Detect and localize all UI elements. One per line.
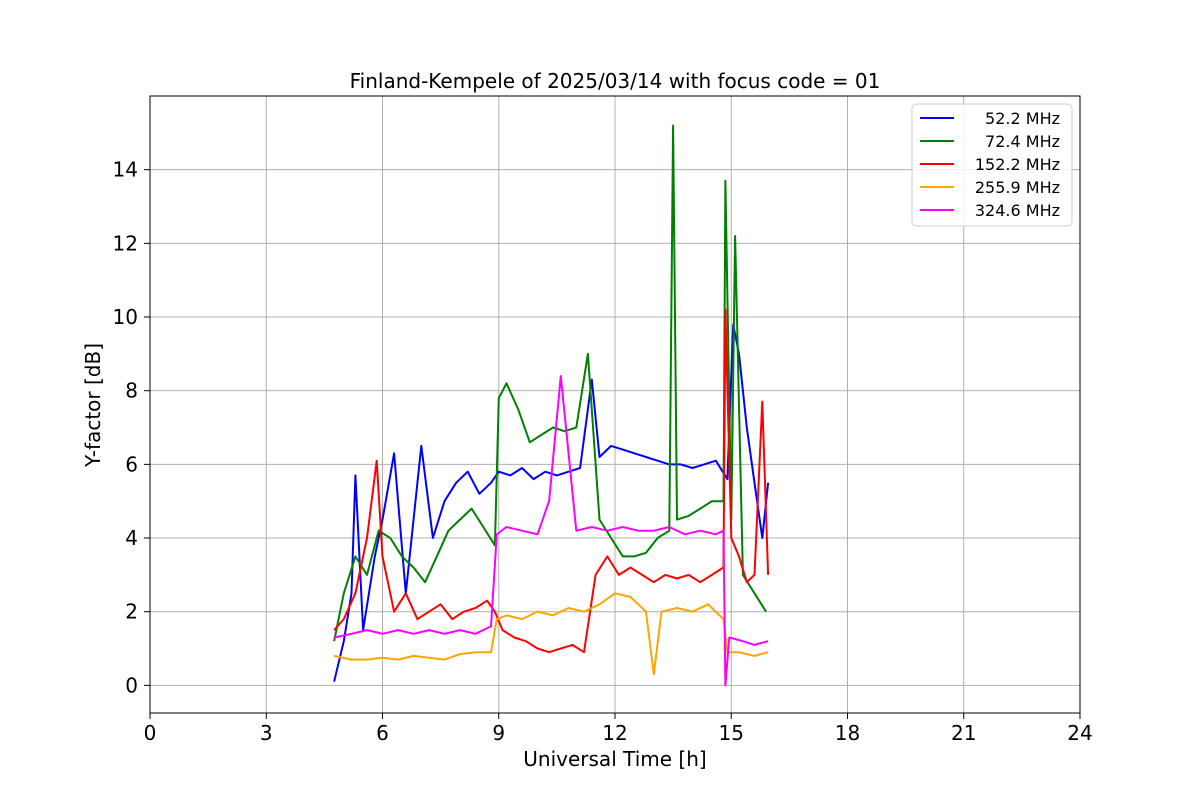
x-tick-label: 3 bbox=[260, 721, 273, 745]
series-line-2 bbox=[333, 124, 767, 642]
legend-label: 255.9 MHz bbox=[975, 178, 1060, 197]
series-line-5 bbox=[333, 375, 769, 687]
legend: 52.2 MHz 72.4 MHz 152.2 MHz 255.9 MHz 324.6 … bbox=[911, 103, 1073, 227]
y-tick-label: 6 bbox=[125, 452, 138, 476]
series-layer bbox=[333, 124, 770, 687]
y-tick-label: 12 bbox=[113, 231, 138, 255]
x-tick-label: 15 bbox=[719, 721, 744, 745]
x-axis-label: Universal Time [h] bbox=[523, 747, 706, 771]
y-tick-label: 0 bbox=[125, 673, 138, 697]
x-axis: 0 3 6 9 12 15 18 21 24 bbox=[144, 713, 1093, 745]
chart-title: Finland-Kempele of 2025/03/14 with focus… bbox=[350, 69, 881, 93]
y-tick-label: 2 bbox=[125, 600, 138, 624]
x-tick-label: 9 bbox=[492, 721, 505, 745]
legend-label: 52.2 MHz bbox=[985, 109, 1060, 128]
y-axis-label: Y-factor [dB] bbox=[81, 343, 105, 468]
legend-label: 152.2 MHz bbox=[975, 155, 1060, 174]
y-tick-label: 10 bbox=[113, 305, 138, 329]
x-tick-label: 24 bbox=[1067, 721, 1092, 745]
x-tick-label: 18 bbox=[835, 721, 860, 745]
legend-label: 324.6 MHz bbox=[975, 201, 1060, 220]
x-tick-label: 12 bbox=[602, 721, 627, 745]
y-tick-label: 8 bbox=[125, 379, 138, 403]
x-tick-label: 21 bbox=[951, 721, 976, 745]
x-tick-label: 0 bbox=[144, 721, 157, 745]
series-line-1 bbox=[333, 323, 770, 682]
y-tick-label: 4 bbox=[125, 526, 138, 550]
series-line-4 bbox=[333, 592, 769, 676]
y-axis: 0 2 4 6 8 10 12 14 bbox=[113, 158, 150, 697]
legend-box bbox=[911, 103, 1073, 227]
y-tick-label: 14 bbox=[113, 158, 138, 182]
legend-label: 72.4 MHz bbox=[985, 132, 1060, 151]
x-tick-label: 6 bbox=[376, 721, 389, 745]
